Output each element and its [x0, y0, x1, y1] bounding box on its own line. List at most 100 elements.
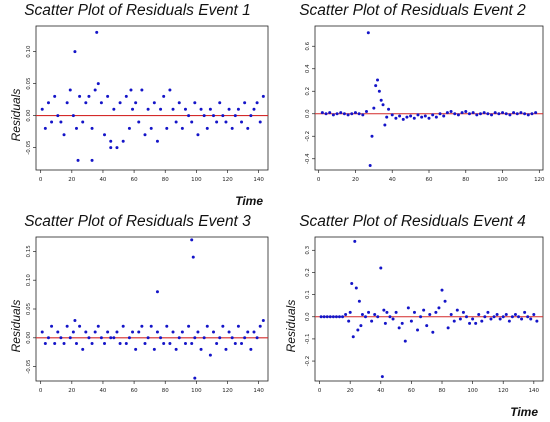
chart-panel-3: Scatter Plot of Residuals Event 3 Residu…	[0, 211, 275, 422]
chart-title-2: Scatter Plot of Residuals Event 2	[299, 2, 526, 19]
data-point	[493, 111, 497, 115]
data-point	[230, 336, 234, 340]
data-point	[193, 376, 197, 380]
data-point	[146, 336, 150, 340]
data-point	[517, 315, 521, 319]
data-point	[356, 328, 360, 332]
data-point	[409, 319, 413, 323]
data-point	[350, 282, 354, 286]
data-point	[419, 315, 423, 319]
data-point	[78, 94, 82, 98]
data-point	[74, 126, 78, 130]
chart-title-1: Scatter Plot of Residuals Event 1	[24, 2, 251, 19]
data-point	[398, 114, 402, 118]
data-point	[180, 330, 184, 334]
data-point	[109, 139, 113, 143]
data-point	[519, 111, 523, 115]
data-point	[501, 111, 505, 115]
data-point	[56, 330, 60, 334]
data-point	[109, 146, 113, 150]
y-tick-label: 0.0	[305, 312, 311, 321]
data-point	[212, 330, 216, 334]
data-point	[53, 342, 57, 346]
data-point	[227, 107, 231, 111]
data-point	[78, 324, 82, 328]
x-tick-label: 60	[131, 177, 138, 183]
data-point	[401, 117, 405, 121]
y-tick-label: 0.0	[305, 109, 311, 118]
data-point	[443, 299, 447, 303]
data-point	[165, 324, 169, 328]
data-point	[90, 158, 94, 162]
data-point	[534, 111, 538, 115]
data-point	[532, 313, 536, 317]
data-point	[140, 324, 144, 328]
scatter-plot-1: 0 20 40 60 80 100 120 140 -0.05 0.00 0.05 0.10	[26, 25, 269, 183]
x-tick-label: 20	[347, 388, 354, 394]
data-point	[471, 111, 475, 115]
data-point	[221, 324, 225, 328]
data-point	[233, 114, 237, 118]
data-point	[255, 101, 259, 105]
data-point	[159, 336, 163, 340]
data-point	[344, 313, 348, 317]
data-point	[71, 330, 75, 334]
chart-title-3: Scatter Plot of Residuals Event 3	[24, 213, 251, 230]
x-tick-label: 140	[253, 177, 264, 183]
data-point	[405, 115, 409, 119]
x-tick-label: 0	[318, 388, 322, 394]
y-tick-label: -0.05	[26, 359, 32, 374]
data-point	[255, 336, 259, 340]
data-point	[205, 126, 209, 130]
data-point	[230, 126, 234, 130]
data-point	[187, 114, 191, 118]
data-point	[162, 94, 166, 98]
x-tick-label: 100	[191, 388, 202, 394]
data-point	[374, 84, 378, 88]
data-point	[46, 336, 50, 340]
data-point	[353, 111, 357, 115]
data-point	[134, 347, 138, 351]
x-tick-label: 120	[222, 177, 233, 183]
data-point	[331, 113, 335, 117]
data-point	[328, 111, 332, 115]
data-point	[510, 315, 514, 319]
x-tick-label: 140	[253, 388, 264, 394]
data-point	[523, 310, 527, 314]
data-point	[96, 324, 100, 328]
data-point	[351, 335, 355, 339]
data-point	[143, 342, 147, 346]
data-point	[127, 336, 131, 340]
data-point	[325, 315, 329, 319]
data-point	[199, 347, 203, 351]
x-tick-label: 120	[222, 388, 233, 394]
data-point	[455, 308, 459, 312]
data-point	[233, 342, 237, 346]
data-point	[227, 330, 231, 334]
y-tick-label: -0.2	[305, 131, 311, 142]
data-point	[240, 342, 244, 346]
data-point	[193, 101, 197, 105]
data-point	[385, 115, 389, 119]
y-tick-label: 0.4	[305, 64, 311, 73]
data-point	[456, 113, 460, 117]
x-tick-label: 80	[462, 177, 469, 183]
data-point	[246, 126, 250, 130]
data-point	[199, 107, 203, 111]
x-axis-label-4: Time	[510, 405, 538, 419]
x-tick-label: 40	[389, 177, 396, 183]
data-point	[364, 110, 368, 113]
data-point	[159, 107, 163, 111]
data-point	[174, 347, 178, 351]
data-point	[112, 107, 116, 111]
data-point	[357, 299, 361, 303]
data-point	[370, 319, 374, 323]
data-point	[212, 114, 216, 118]
x-tick-label: 120	[498, 388, 509, 394]
data-point	[373, 313, 377, 317]
data-point	[149, 324, 153, 328]
data-point	[394, 310, 398, 314]
x-tick-label: 80	[439, 388, 446, 394]
data-point	[535, 319, 539, 323]
data-point	[391, 317, 395, 321]
